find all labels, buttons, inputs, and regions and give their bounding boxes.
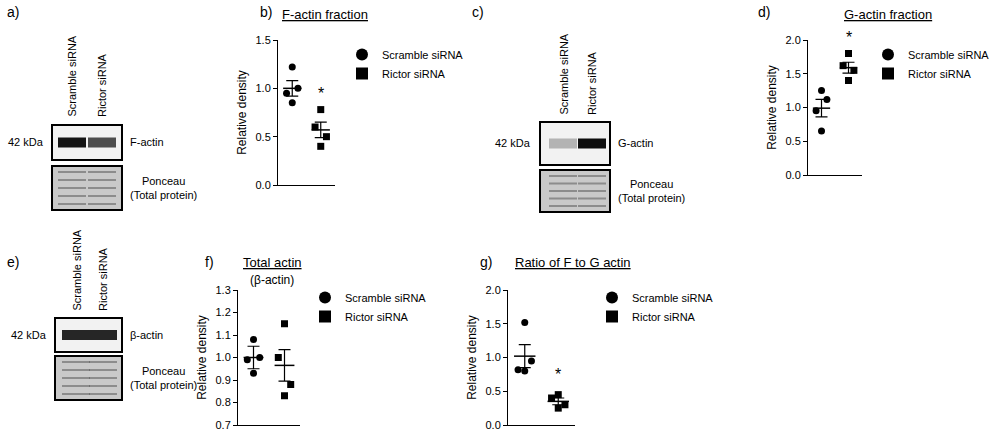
svg-text:0.8: 0.8 bbox=[216, 396, 231, 408]
svg-text:Scramble siRNA: Scramble siRNA bbox=[908, 49, 989, 61]
svg-text:*: * bbox=[318, 85, 324, 102]
svg-text:0.5: 0.5 bbox=[256, 131, 271, 143]
svg-text:Ratio of F to G actin: Ratio of F to G actin bbox=[515, 255, 631, 270]
svg-text:*: * bbox=[846, 29, 852, 46]
svg-text:(β-actin): (β-actin) bbox=[250, 273, 294, 287]
svg-text:*: * bbox=[555, 366, 561, 383]
svg-text:1.2: 1.2 bbox=[216, 306, 231, 318]
svg-text:0.0: 0.0 bbox=[486, 419, 501, 431]
svg-text:Scramble siRNA: Scramble siRNA bbox=[632, 292, 713, 304]
svg-text:2.0: 2.0 bbox=[786, 34, 801, 46]
svg-text:1.0: 1.0 bbox=[216, 351, 231, 363]
svg-text:42 kDa: 42 kDa bbox=[495, 137, 531, 149]
svg-text:1.0: 1.0 bbox=[486, 351, 501, 363]
svg-text:Rictor siRNA: Rictor siRNA bbox=[632, 311, 696, 323]
svg-text:42 kDa: 42 kDa bbox=[11, 329, 47, 341]
svg-text:G-actin fraction: G-actin fraction bbox=[844, 7, 932, 22]
svg-text:Rictor siRNA: Rictor siRNA bbox=[96, 53, 108, 117]
svg-text:Rictor siRNA: Rictor siRNA bbox=[382, 68, 446, 80]
svg-text:1.1: 1.1 bbox=[216, 329, 231, 341]
svg-text:β-actin: β-actin bbox=[130, 329, 163, 341]
svg-text:Relative density: Relative density bbox=[235, 70, 249, 155]
svg-text:42 kDa: 42 kDa bbox=[8, 136, 44, 148]
svg-text:0.0: 0.0 bbox=[256, 179, 271, 191]
svg-text:Relative density: Relative density bbox=[195, 315, 209, 400]
svg-text:a): a) bbox=[7, 4, 19, 20]
svg-text:Scramble siRNA: Scramble siRNA bbox=[382, 49, 463, 61]
svg-text:g): g) bbox=[480, 254, 492, 270]
svg-text:b): b) bbox=[260, 4, 272, 20]
svg-text:0.5: 0.5 bbox=[786, 135, 801, 147]
svg-text:Scramble siRNA: Scramble siRNA bbox=[345, 292, 426, 304]
svg-text:G-actin: G-actin bbox=[618, 137, 653, 149]
svg-text:0.5: 0.5 bbox=[486, 385, 501, 397]
svg-text:F-actin fraction: F-actin fraction bbox=[282, 7, 368, 22]
svg-text:Relative density: Relative density bbox=[465, 315, 479, 400]
svg-text:Ponceau(Total protein): Ponceau(Total protein) bbox=[130, 365, 197, 391]
svg-text:1.5: 1.5 bbox=[486, 318, 501, 330]
svg-text:1.0: 1.0 bbox=[786, 101, 801, 113]
svg-text:e): e) bbox=[7, 254, 19, 270]
svg-text:0.0: 0.0 bbox=[786, 169, 801, 181]
svg-text:Scramble siRNA: Scramble siRNA bbox=[558, 33, 570, 114]
svg-text:d): d) bbox=[758, 4, 770, 20]
svg-text:Rictor siRNA: Rictor siRNA bbox=[345, 311, 409, 323]
svg-text:0.7: 0.7 bbox=[216, 419, 231, 431]
svg-text:c): c) bbox=[472, 4, 484, 20]
svg-text:Rictor siRNA: Rictor siRNA bbox=[586, 51, 598, 115]
svg-text:0.9: 0.9 bbox=[216, 374, 231, 386]
svg-text:Total actin: Total actin bbox=[243, 255, 302, 270]
svg-text:Rictor siRNA: Rictor siRNA bbox=[97, 247, 109, 311]
svg-text:Ponceau(Total protein): Ponceau(Total protein) bbox=[130, 175, 197, 201]
svg-text:f): f) bbox=[205, 254, 214, 270]
svg-text:2.0: 2.0 bbox=[486, 284, 501, 296]
svg-text:1.3: 1.3 bbox=[216, 284, 231, 296]
svg-text:1.5: 1.5 bbox=[256, 34, 271, 46]
svg-text:1.5: 1.5 bbox=[786, 68, 801, 80]
svg-text:Scramble siRNA: Scramble siRNA bbox=[71, 229, 83, 310]
svg-text:Rictor siRNA: Rictor siRNA bbox=[908, 68, 972, 80]
svg-text:Scramble siRNA: Scramble siRNA bbox=[66, 35, 78, 116]
svg-text:Relative density: Relative density bbox=[765, 65, 779, 150]
svg-text:F-actin: F-actin bbox=[130, 136, 164, 148]
svg-text:Ponceau(Total protein): Ponceau(Total protein) bbox=[618, 178, 685, 204]
svg-text:1.0: 1.0 bbox=[256, 82, 271, 94]
